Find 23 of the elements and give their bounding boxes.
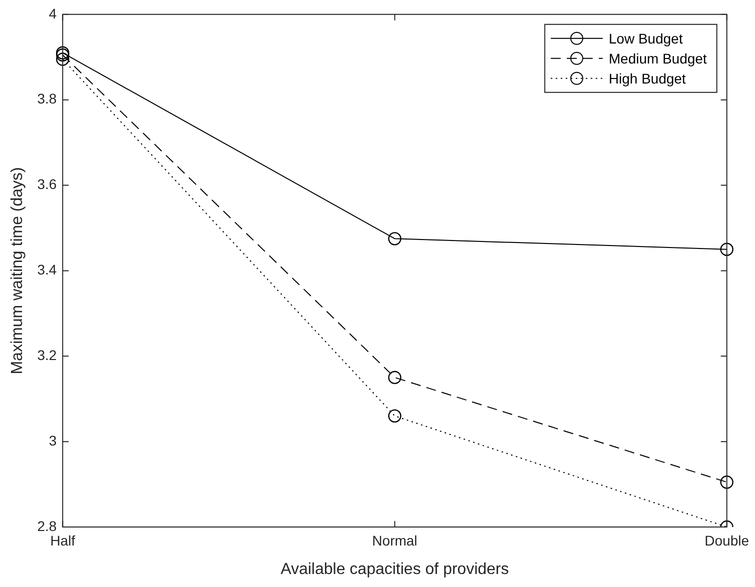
- point: [56, 48, 70, 62]
- point: [388, 370, 402, 384]
- point: [720, 476, 734, 489]
- x-tick-label: Normal: [372, 532, 418, 548]
- point: [56, 46, 70, 60]
- y-tick-label: 3.2: [37, 346, 57, 363]
- legend-label: High Budget: [608, 70, 686, 86]
- y-tick-label: 3.4: [37, 262, 57, 278]
- y-tick-label: 3: [48, 432, 57, 448]
- x-tick-label: Half: [50, 532, 76, 548]
- point: [720, 242, 734, 256]
- y-tick-label: 2.8: [37, 518, 57, 534]
- point: [388, 409, 402, 423]
- y-tick-label: 4: [48, 5, 57, 22]
- y-axis-title: Maximum waiting time (days): [9, 167, 26, 374]
- legend-label: Medium Budget: [608, 50, 707, 66]
- y-tick-label: 3.8: [37, 90, 57, 107]
- point: [388, 232, 402, 246]
- point: [56, 52, 70, 66]
- x-axis-title: Available capacities of providers: [280, 560, 509, 578]
- legend-label: Low Budget: [608, 30, 683, 46]
- y-tick-label: 3.6: [37, 176, 57, 192]
- x-tick-label: Double: [704, 532, 750, 548]
